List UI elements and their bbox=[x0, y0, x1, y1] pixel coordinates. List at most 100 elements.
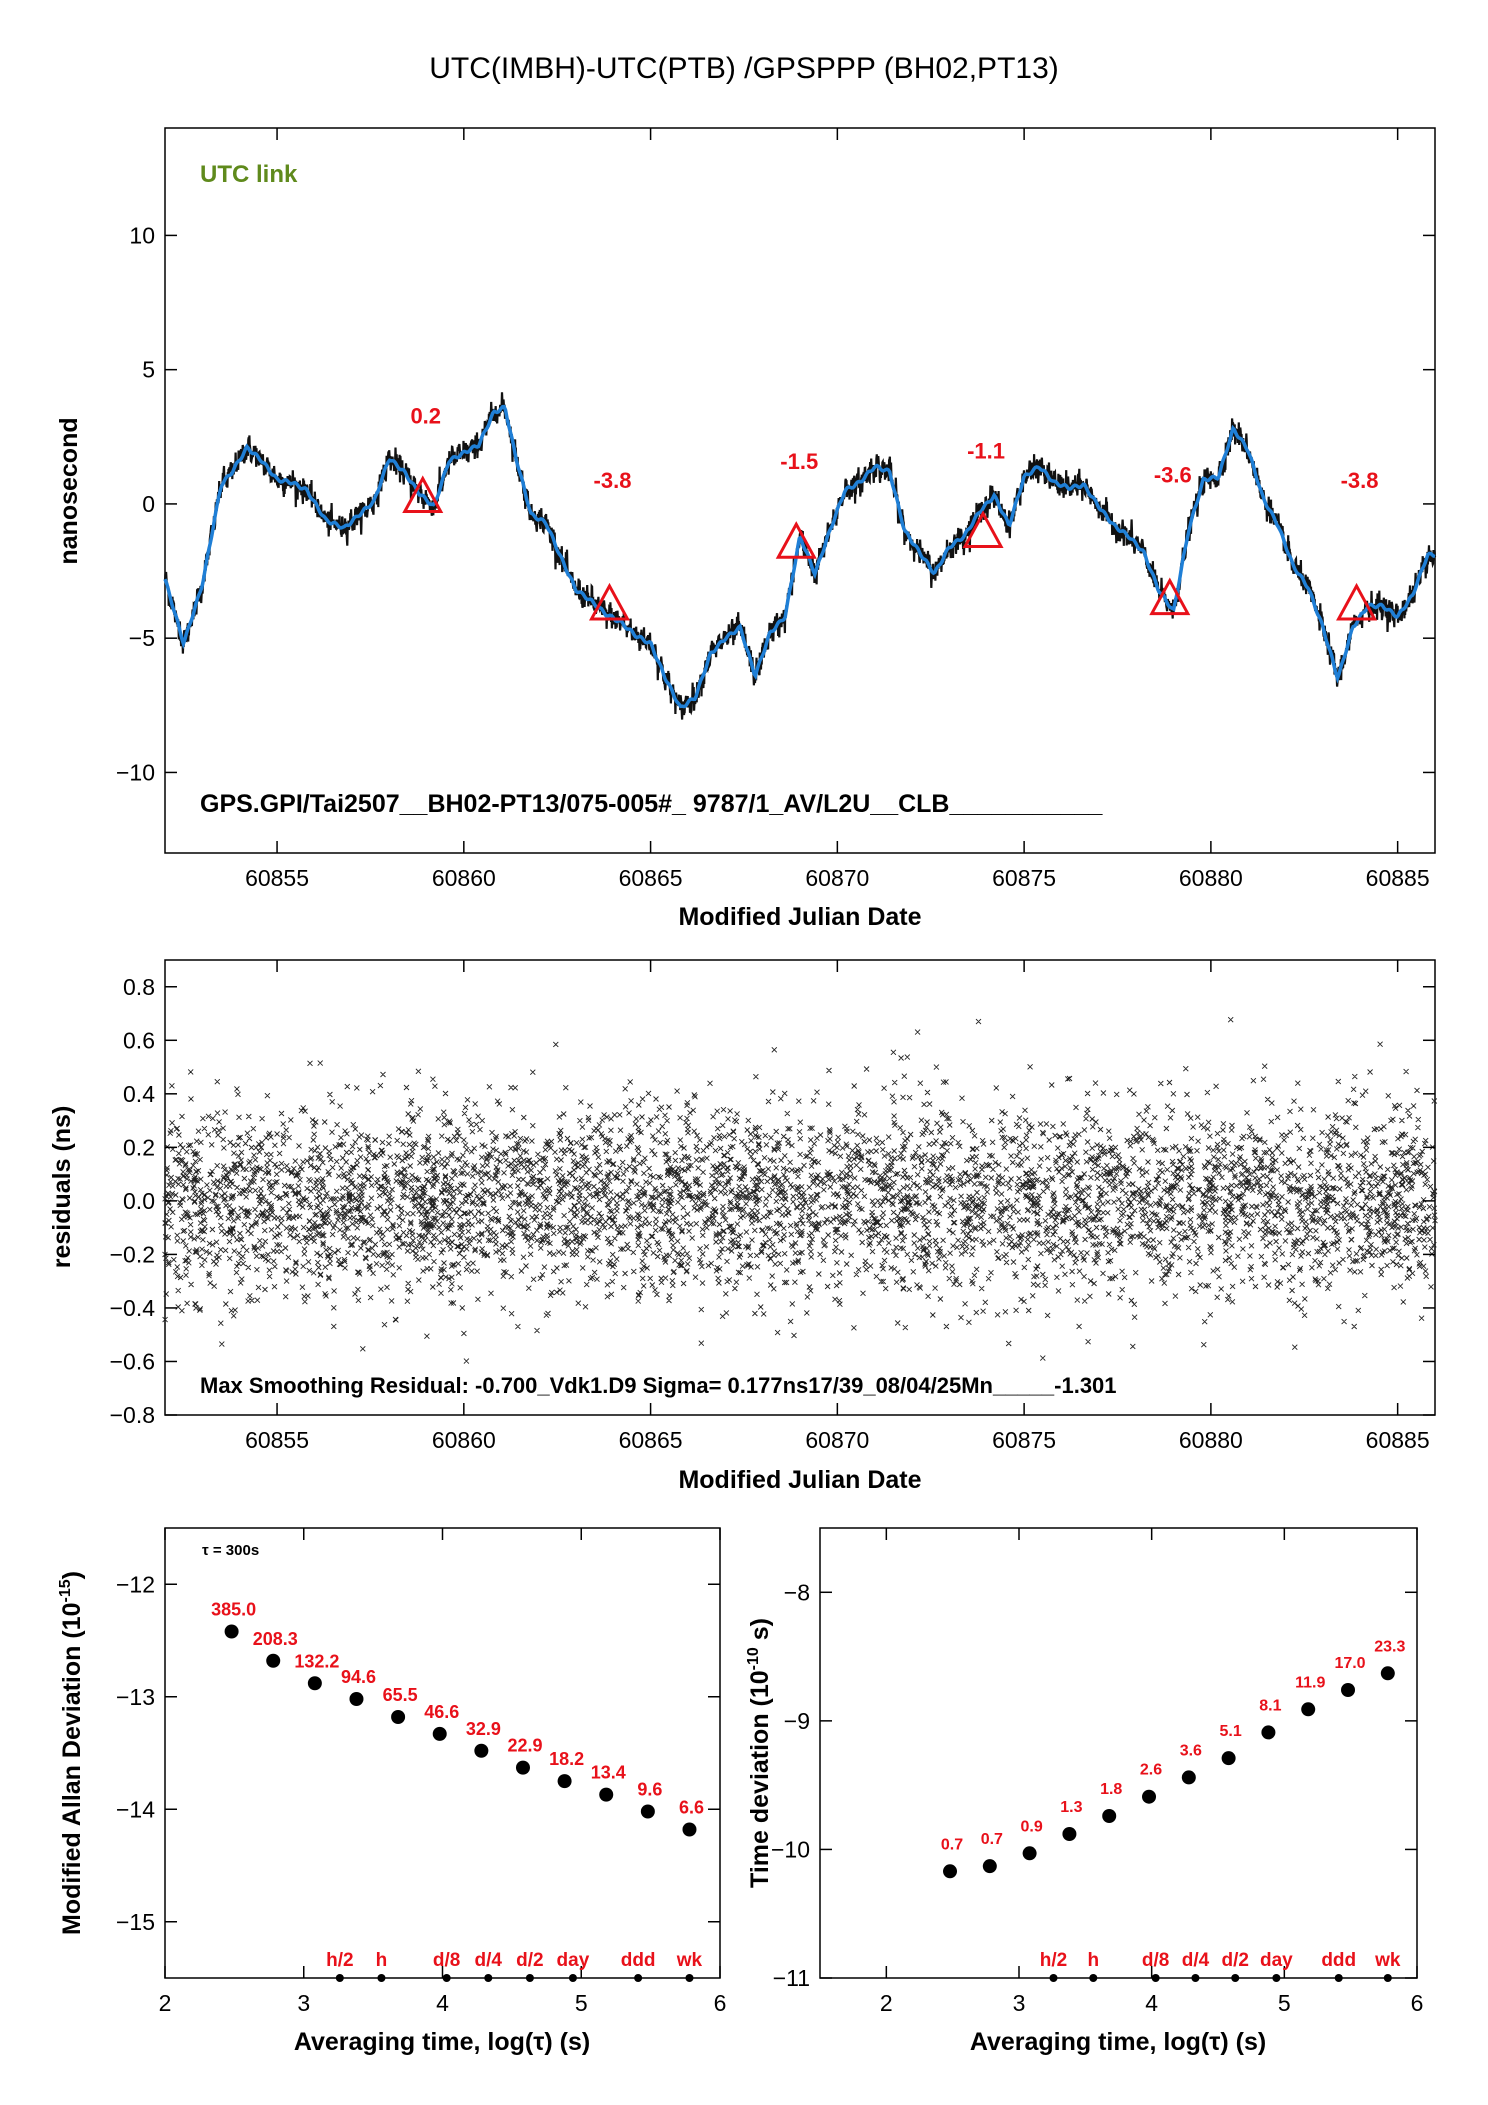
deviation-point bbox=[1062, 1827, 1077, 1841]
period-mark-dot bbox=[685, 1974, 694, 1982]
period-mark-dot bbox=[1089, 1974, 1098, 1982]
y-tick-label: −9 bbox=[784, 1708, 810, 1734]
marker-label: -3.8 bbox=[1341, 468, 1379, 493]
y-tick-label: −14 bbox=[116, 1796, 155, 1822]
period-mark-label: day bbox=[1260, 1950, 1293, 1971]
x-tick-label: 2 bbox=[880, 1990, 893, 2016]
deviation-point bbox=[640, 1804, 655, 1819]
figure-title: UTC(IMBH)-UTC(PTB) /GPSPPP (BH02,PT13) bbox=[429, 52, 1059, 85]
period-mark-label: d/2 bbox=[516, 1950, 543, 1971]
y-tick-label: −10 bbox=[116, 759, 155, 785]
x-tick-label: 60870 bbox=[805, 865, 869, 891]
y-tick-label: 0 bbox=[142, 491, 155, 517]
y-tick-label: −0.6 bbox=[110, 1348, 155, 1374]
mdev-y-label-end: ) bbox=[58, 1571, 86, 1579]
deviation-label: 0.7 bbox=[941, 1836, 963, 1853]
deviation-point bbox=[224, 1624, 239, 1639]
x-tick-label: 60885 bbox=[1366, 865, 1430, 891]
deviation-point bbox=[557, 1774, 572, 1789]
deviation-point bbox=[599, 1787, 614, 1802]
residual-points bbox=[162, 1016, 1438, 1364]
mdev-x-label: Averaging time, log(τ) (s) bbox=[294, 2028, 590, 2056]
residuals-ticks: 60855 60860 60865 60870 60875 60880 60885 −0.8 −… bbox=[110, 960, 1435, 1453]
y-tick-label: −13 bbox=[116, 1684, 155, 1710]
period-mark-dot bbox=[525, 1974, 534, 1982]
deviation-label: 18.2 bbox=[549, 1749, 584, 1769]
residuals-panel: 60855 60860 60865 60870 60875 60880 60885 −0.8 −… bbox=[48, 959, 1438, 1494]
period-mark-dot bbox=[484, 1974, 493, 1982]
period-mark-label: wk bbox=[1374, 1950, 1401, 1971]
period-mark-dot bbox=[634, 1974, 643, 1982]
y-tick-label: 0.8 bbox=[123, 974, 155, 1000]
marker-label: 0.2 bbox=[410, 404, 441, 429]
x-tick-label: 6 bbox=[714, 1990, 727, 2016]
deviation-label: 8.1 bbox=[1259, 1697, 1281, 1714]
x-tick-label: 60875 bbox=[992, 1427, 1056, 1453]
deviation-point bbox=[1022, 1846, 1037, 1861]
period-mark-dot bbox=[568, 1974, 577, 1982]
deviation-point bbox=[1221, 1751, 1236, 1766]
period-mark-dot bbox=[1151, 1974, 1160, 1982]
period-mark-label: d/8 bbox=[1142, 1950, 1169, 1971]
y-tick-label: 0.6 bbox=[123, 1027, 155, 1053]
tdev-ticks: 2 3 4 5 6 −11 −10 −9 −8 bbox=[771, 1528, 1423, 2016]
period-mark-dot bbox=[1334, 1974, 1343, 1982]
x-tick-label: 3 bbox=[297, 1990, 310, 2016]
deviation-point bbox=[307, 1676, 322, 1691]
x-tick-label: 5 bbox=[575, 1990, 588, 2016]
deviation-label: 132.2 bbox=[294, 1651, 339, 1671]
tdev-points: 0.7 0.7 0.9 1.3 1.8 2.6 3.6 5.1 8.1 11.9 17.0 23.3 h… bbox=[941, 1638, 1405, 1982]
deviation-label: 0.7 bbox=[981, 1831, 1003, 1848]
deviation-point bbox=[982, 1859, 997, 1874]
timeseries-panel: 0.2-3.8-1.5 -1.1-3.6 -3.8 60855 60860 60865 6… bbox=[55, 127, 1437, 931]
x-tick-label: 3 bbox=[1013, 1990, 1026, 2016]
deviation-point bbox=[1261, 1725, 1276, 1740]
x-tick-label: 60865 bbox=[619, 865, 683, 891]
marker-triangle bbox=[1336, 582, 1378, 621]
period-mark-label: d/2 bbox=[1222, 1950, 1249, 1971]
marker-label: -3.6 bbox=[1154, 463, 1192, 488]
period-mark-label: h/2 bbox=[326, 1950, 353, 1971]
utc-link-label: UTC link bbox=[200, 161, 298, 188]
deviation-label: 9.6 bbox=[637, 1780, 662, 1800]
deviation-label: 5.1 bbox=[1219, 1723, 1241, 1740]
x-tick-label: 60855 bbox=[245, 1427, 309, 1453]
deviation-point bbox=[1142, 1789, 1157, 1804]
deviation-point bbox=[943, 1864, 958, 1879]
deviation-point bbox=[391, 1710, 406, 1724]
residual-cross-markers bbox=[162, 1016, 1438, 1364]
x-tick-label: 60865 bbox=[619, 1427, 683, 1453]
marker-label: -1.5 bbox=[780, 449, 818, 474]
period-mark-dot bbox=[1383, 1974, 1392, 1982]
deviation-label: 32.9 bbox=[466, 1719, 501, 1739]
y-tick-label: −12 bbox=[116, 1571, 155, 1597]
marker-triangle bbox=[962, 510, 1004, 548]
deviation-point bbox=[1341, 1683, 1356, 1697]
timeseries-frame bbox=[164, 127, 1436, 854]
x-tick-label: 60860 bbox=[432, 865, 496, 891]
y-tick-label: −15 bbox=[116, 1909, 155, 1935]
deviation-point bbox=[682, 1822, 697, 1837]
timeseries-ticks: 60855 60860 60865 60870 60875 60880 60885 −10 −5… bbox=[116, 128, 1435, 891]
period-mark-label: h/2 bbox=[1040, 1950, 1067, 1971]
y-tick-label: 5 bbox=[142, 357, 155, 383]
x-tick-label: 60875 bbox=[992, 865, 1056, 891]
x-tick-label: 60870 bbox=[805, 1427, 869, 1453]
tdev-frame bbox=[819, 1527, 1418, 1979]
period-mark-dot bbox=[1231, 1974, 1240, 1982]
period-mark-dot bbox=[377, 1974, 386, 1982]
y-tick-label: −8 bbox=[784, 1579, 810, 1605]
residuals-y-label: residuals (ns) bbox=[48, 1106, 76, 1269]
timeseries-x-label: Modified Julian Date bbox=[678, 903, 921, 931]
tdev-y-label-sup: -10 bbox=[745, 1647, 762, 1670]
period-mark-dot bbox=[1191, 1974, 1200, 1982]
mdev-y-label-main: Modified Allan Deviation (10 bbox=[58, 1603, 86, 1935]
mdev-frame bbox=[164, 1527, 721, 1979]
deviation-label: 6.6 bbox=[679, 1798, 704, 1818]
deviation-point bbox=[266, 1653, 281, 1668]
deviation-label: 94.6 bbox=[341, 1667, 376, 1687]
tdev-x-label: Averaging time, log(τ) (s) bbox=[970, 2028, 1266, 2056]
x-tick-label: 60885 bbox=[1366, 1427, 1430, 1453]
